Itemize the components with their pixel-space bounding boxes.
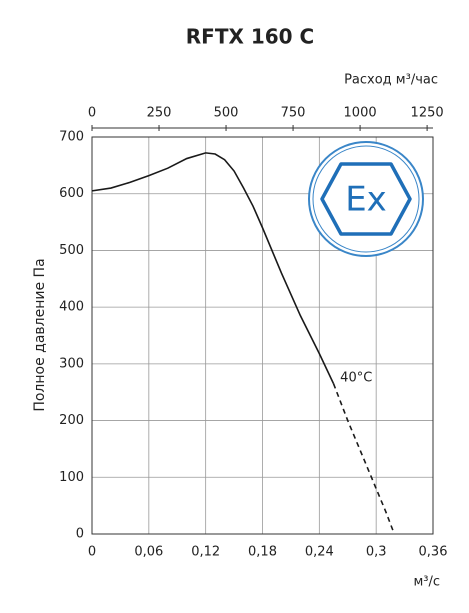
ex-badge: Ex xyxy=(308,141,424,257)
y-axis-label: Полное давление Па xyxy=(32,258,48,411)
x-tick-label: 0,24 xyxy=(305,545,334,560)
x-tick-label: 0,18 xyxy=(248,545,277,560)
x-tick-label: 0 xyxy=(88,545,96,560)
badge-text: Ex xyxy=(345,180,387,220)
x2-tick-label: 250 xyxy=(147,106,172,121)
badge-ring xyxy=(312,145,420,253)
y-tick-label: 600 xyxy=(59,186,84,201)
y-tick-label: 700 xyxy=(59,130,84,145)
x-tick-label: 0,06 xyxy=(134,545,163,560)
x2-axis-label: Расход м³/час xyxy=(344,73,438,88)
x-tick-label: 0,3 xyxy=(366,545,387,560)
y-tick-label: 500 xyxy=(59,243,84,258)
y-tick-label: 0 xyxy=(76,527,84,542)
x-tick-label: 0,36 xyxy=(419,545,448,560)
y-tick-label: 100 xyxy=(59,470,84,485)
plot-frame xyxy=(91,136,434,535)
chart-title: RFTX 160 C xyxy=(186,25,314,49)
x-axis-label: м³/с xyxy=(413,575,440,590)
curve xyxy=(332,383,394,532)
x2-tick-label: 0 xyxy=(88,106,96,121)
y-tick-label: 400 xyxy=(59,300,84,315)
curve xyxy=(91,152,335,385)
y-tick-label: 300 xyxy=(59,356,84,371)
x2-tick-label: 1000 xyxy=(344,106,377,121)
x2-tick-label: 750 xyxy=(281,106,306,121)
badge-hexagon xyxy=(320,162,412,236)
x2-tick-label: 1250 xyxy=(411,106,444,121)
x-tick-label: 0,12 xyxy=(191,545,220,560)
annotation: 40°C xyxy=(340,371,372,386)
y-tick-label: 200 xyxy=(59,413,84,428)
x2-tick-label: 500 xyxy=(214,106,239,121)
